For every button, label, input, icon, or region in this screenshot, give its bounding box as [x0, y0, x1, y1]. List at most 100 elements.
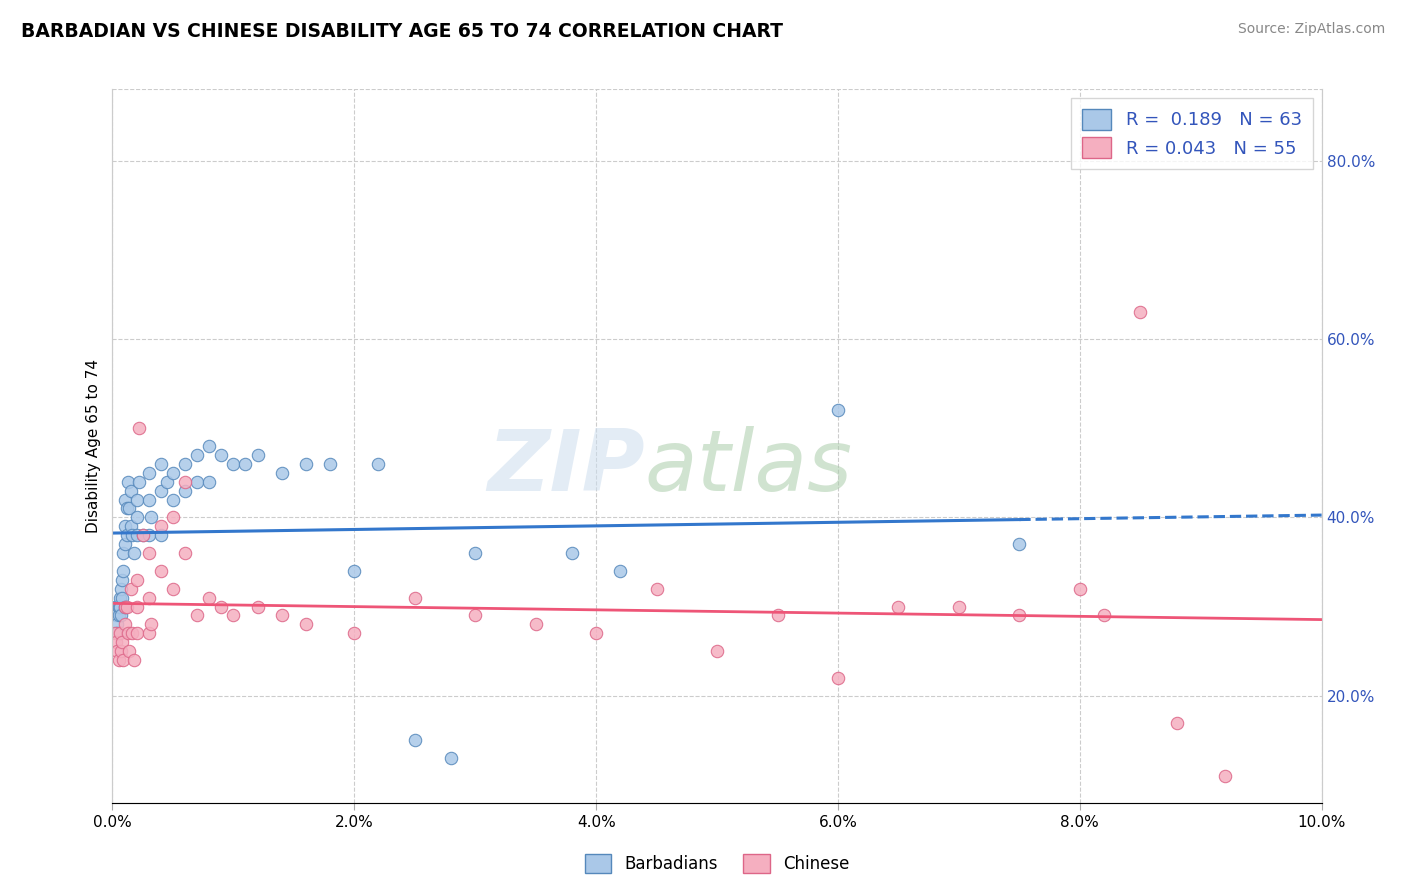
Point	[105, 608, 128, 623]
Point	[464, 546, 486, 560]
Text: atlas: atlas	[644, 425, 852, 509]
Point	[112, 653, 135, 667]
Point	[343, 564, 366, 578]
Point	[108, 591, 131, 605]
Point	[115, 501, 138, 516]
Point	[107, 608, 129, 623]
Point	[114, 492, 136, 507]
Point	[887, 599, 910, 614]
Point	[766, 608, 789, 623]
Point	[174, 457, 197, 471]
Point	[706, 644, 728, 658]
Point	[105, 644, 128, 658]
Point	[125, 510, 148, 524]
Point	[122, 546, 145, 560]
Point	[141, 510, 163, 524]
Point	[295, 457, 318, 471]
Point	[186, 608, 208, 623]
Point	[110, 608, 132, 623]
Point	[270, 466, 292, 480]
Point	[948, 599, 970, 614]
Point	[105, 617, 128, 632]
Text: ZIP: ZIP	[486, 425, 644, 509]
Point	[609, 564, 631, 578]
Point	[122, 653, 145, 667]
Point	[174, 475, 197, 489]
Point	[149, 564, 172, 578]
Point	[105, 635, 128, 649]
Point	[440, 751, 463, 765]
Point	[209, 599, 232, 614]
Point	[561, 546, 583, 560]
Point	[186, 448, 208, 462]
Point	[107, 653, 129, 667]
Point	[115, 528, 138, 542]
Point	[1069, 582, 1091, 596]
Point	[117, 626, 139, 640]
Point	[112, 546, 135, 560]
Point	[270, 608, 292, 623]
Point	[149, 528, 172, 542]
Point	[222, 457, 245, 471]
Point	[115, 599, 138, 614]
Point	[114, 519, 136, 533]
Point	[156, 475, 179, 489]
Point	[404, 591, 426, 605]
Point	[585, 626, 607, 640]
Point	[120, 519, 142, 533]
Point	[186, 475, 208, 489]
Point	[827, 403, 849, 417]
Point	[198, 591, 221, 605]
Point	[117, 475, 139, 489]
Point	[198, 475, 221, 489]
Point	[111, 635, 134, 649]
Point	[128, 421, 150, 435]
Point	[120, 582, 142, 596]
Point	[112, 564, 135, 578]
Point	[162, 510, 184, 524]
Point	[114, 599, 136, 614]
Point	[319, 457, 342, 471]
Point	[464, 608, 486, 623]
Point	[198, 439, 221, 453]
Point	[125, 492, 148, 507]
Point	[110, 644, 132, 658]
Point	[132, 528, 155, 542]
Point	[174, 483, 197, 498]
Text: BARBADIAN VS CHINESE DISABILITY AGE 65 TO 74 CORRELATION CHART: BARBADIAN VS CHINESE DISABILITY AGE 65 T…	[21, 22, 783, 41]
Point	[138, 466, 160, 480]
Point	[246, 448, 269, 462]
Point	[141, 617, 163, 632]
Legend: Barbadians, Chinese: Barbadians, Chinese	[578, 847, 856, 880]
Point	[125, 528, 148, 542]
Point	[111, 573, 134, 587]
Point	[138, 546, 160, 560]
Point	[120, 483, 142, 498]
Point	[162, 466, 184, 480]
Point	[108, 626, 131, 640]
Point	[343, 626, 366, 640]
Point	[125, 573, 148, 587]
Point	[138, 528, 160, 542]
Point	[235, 457, 257, 471]
Point	[149, 519, 172, 533]
Point	[1166, 715, 1188, 730]
Y-axis label: Disability Age 65 to 74: Disability Age 65 to 74	[86, 359, 101, 533]
Point	[108, 599, 131, 614]
Point	[246, 599, 269, 614]
Point	[645, 582, 668, 596]
Point	[125, 599, 148, 614]
Point	[827, 671, 849, 685]
Point	[110, 582, 132, 596]
Point	[174, 546, 197, 560]
Point	[107, 599, 129, 614]
Point	[138, 591, 160, 605]
Point	[132, 528, 155, 542]
Point	[118, 501, 141, 516]
Point	[149, 483, 172, 498]
Point	[121, 626, 143, 640]
Point	[114, 617, 136, 632]
Point	[149, 457, 172, 471]
Point	[295, 617, 318, 632]
Text: Source: ZipAtlas.com: Source: ZipAtlas.com	[1237, 22, 1385, 37]
